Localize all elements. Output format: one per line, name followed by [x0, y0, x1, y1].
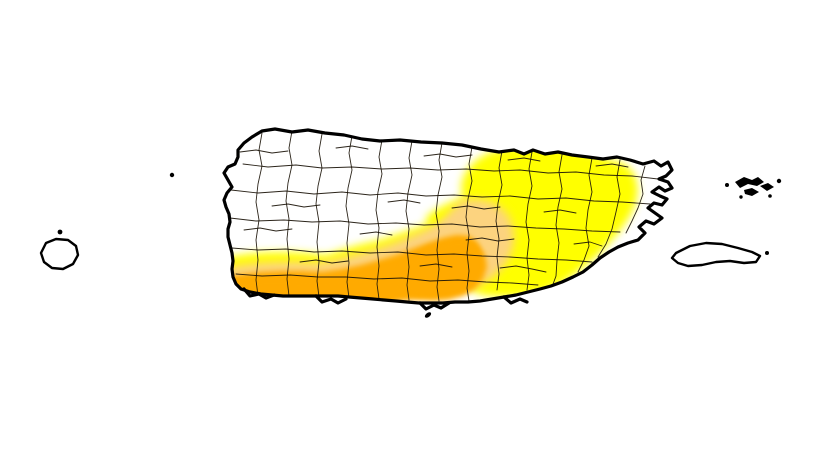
mona-island: [39, 237, 80, 271]
south-coast-detail: [242, 287, 529, 311]
coast-inlet-ponce: [418, 301, 451, 311]
muni-line-tier-1: [242, 163, 659, 180]
muni-line-col-4: [345, 135, 353, 299]
muni-line-sub-16: [573, 241, 603, 247]
desecheo-island: [57, 229, 63, 235]
muni-line-sub-9: [543, 209, 577, 214]
coast-inlet-central: [314, 294, 348, 305]
muni-line-sub-8: [451, 205, 501, 210]
muni-line-col-9: [495, 150, 503, 291]
muni-line-col-12: [577, 157, 593, 273]
muni-line-col-3: [315, 133, 323, 298]
muni-line-tier-2: [230, 189, 651, 205]
muni-line-sub-11: [419, 263, 453, 268]
municipality-boundaries: [229, 130, 659, 302]
caja-de-muertos-island: [424, 312, 432, 318]
muni-line-tier-4: [231, 247, 593, 263]
muni-line-col-10: [525, 151, 533, 291]
muni-line-col-13: [597, 159, 621, 258]
muni-line-sub-12: [499, 265, 547, 273]
muni-line-col-1: [255, 132, 263, 297]
muni-line-col-6: [405, 140, 413, 301]
vieques-islet-east: [765, 251, 769, 255]
muni-line-sub-13: [243, 227, 293, 232]
muni-line-col-8: [465, 146, 473, 302]
muni-line-sub-10: [299, 259, 349, 264]
main-island-coastline: [222, 127, 674, 305]
muni-line-col-14: [625, 165, 646, 234]
islet-northwest: [169, 172, 175, 178]
muni-line-sub-1: [239, 149, 289, 154]
muni-line-sub-5: [595, 163, 629, 168]
muni-line-sub-3: [423, 153, 473, 158]
muni-line-sub-15: [465, 237, 515, 242]
culebra-island: [725, 177, 782, 199]
coast-inlet-west: [242, 287, 276, 300]
muni-line-sub-14: [359, 231, 393, 236]
muni-line-col-7: [435, 142, 443, 302]
muni-line-sub-4: [507, 157, 541, 162]
muni-line-col-11: [551, 154, 563, 288]
muni-line-sub-6: [271, 203, 321, 208]
muni-line-sub-2: [335, 145, 369, 150]
muni-line-col-2: [285, 130, 293, 297]
coast-inlet-east: [502, 295, 529, 305]
muni-line-tier-3: [229, 217, 621, 233]
muni-line-col-5: [375, 139, 383, 300]
muni-line-sub-7: [387, 199, 421, 204]
muni-line-tier-5: [235, 273, 539, 286]
offshore-islets: [39, 172, 782, 318]
vieques-island: [670, 241, 762, 268]
